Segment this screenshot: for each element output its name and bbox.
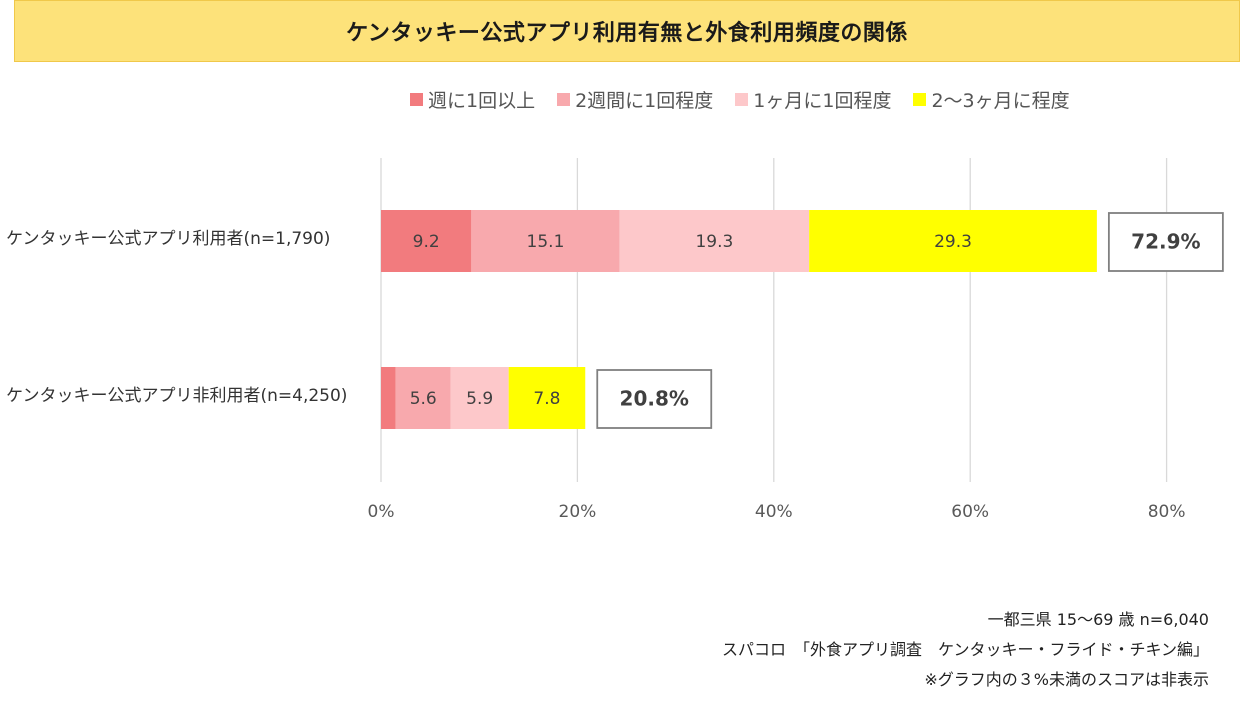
legend-label-3: 2～3ヶ月に程度 [931, 90, 1070, 112]
x-tick-label-1: 20% [559, 502, 597, 522]
footnote-note: ※グラフ内の３%未満のスコアは非表示 [924, 670, 1209, 689]
total-label-0: 72.9% [1131, 230, 1200, 254]
bar-segment-1-3 [508, 367, 586, 429]
legend-label-0: 週に1回以上 [428, 90, 536, 112]
data-label-1-3: 7.8 [533, 389, 560, 409]
legend-item-1: 2週間に1回程度 [557, 86, 713, 113]
bar-segment-1-0 [381, 367, 396, 429]
chart-title: ケンタッキー公式アプリ利用有無と外食利用頻度の関係 [346, 21, 908, 46]
bar-segment-0-0 [381, 210, 472, 272]
bar-segment-0-1 [471, 210, 620, 272]
total-label-1: 20.8% [620, 387, 689, 411]
legend-swatch-0 [410, 93, 423, 106]
legend-item-3: 2～3ヶ月に程度 [913, 86, 1070, 113]
legend-label-1: 2週間に1回程度 [575, 90, 714, 112]
footnote-source: スパコロ 「外食アプリ調査 ケンタッキー・フライド・チキン編」 [721, 640, 1209, 659]
category-label-0: ケンタッキー公式アプリ利用者(n=1,790) [6, 229, 330, 249]
category-label-1: ケンタッキー公式アプリ非利用者(n=4,250) [6, 386, 347, 406]
x-tick-label-3: 60% [951, 502, 989, 522]
legend-item-0: 週に1回以上 [410, 86, 535, 113]
data-label-1-2: 5.9 [466, 389, 493, 409]
data-label-0-3: 29.3 [934, 232, 972, 252]
data-label-0-2: 19.3 [695, 232, 733, 252]
total-box-0 [1107, 212, 1224, 272]
legend-item-2: 1ヶ月に1回程度 [735, 86, 891, 113]
bar-segment-0-3 [809, 210, 1097, 272]
legend-swatch-3 [913, 93, 927, 106]
x-tick-label-2: 40% [755, 502, 793, 522]
x-tick-label-4: 80% [1148, 502, 1186, 522]
data-label-0-1: 15.1 [527, 232, 565, 252]
bar-segment-1-2 [450, 367, 509, 429]
chart-title-bar: ケンタッキー公式アプリ利用有無と外食利用頻度の関係 [14, 0, 1240, 62]
stacked-bar-chart: 0% 20% 40% 60% 80% ケンタッキー公式アプリ利用者(n=1,790) 9.2… [6, 158, 1224, 522]
legend-swatch-1 [557, 93, 571, 106]
legend-label-2: 1ヶ月に1回程度 [753, 90, 892, 112]
data-label-1-1: 5.6 [410, 389, 437, 409]
x-tick-label-0: 0% [368, 502, 395, 522]
footnotes: 一都三県 15～69 歳 n=6,040 スパコロ 「外食アプリ調査 ケンタッキ… [722, 605, 1209, 695]
bar-segment-1-1 [395, 367, 451, 429]
chart-legend: 週に1回以上 2週間に1回程度 1ヶ月に1回程度 2～3ヶ月に程度 [410, 86, 1092, 113]
bar-segment-0-2 [619, 210, 810, 272]
footnote-sample: 一都三県 15～69 歳 n=6,040 [987, 610, 1209, 629]
total-box-1 [596, 369, 713, 429]
data-label-0-0: 9.2 [413, 232, 440, 252]
legend-swatch-2 [735, 93, 749, 106]
